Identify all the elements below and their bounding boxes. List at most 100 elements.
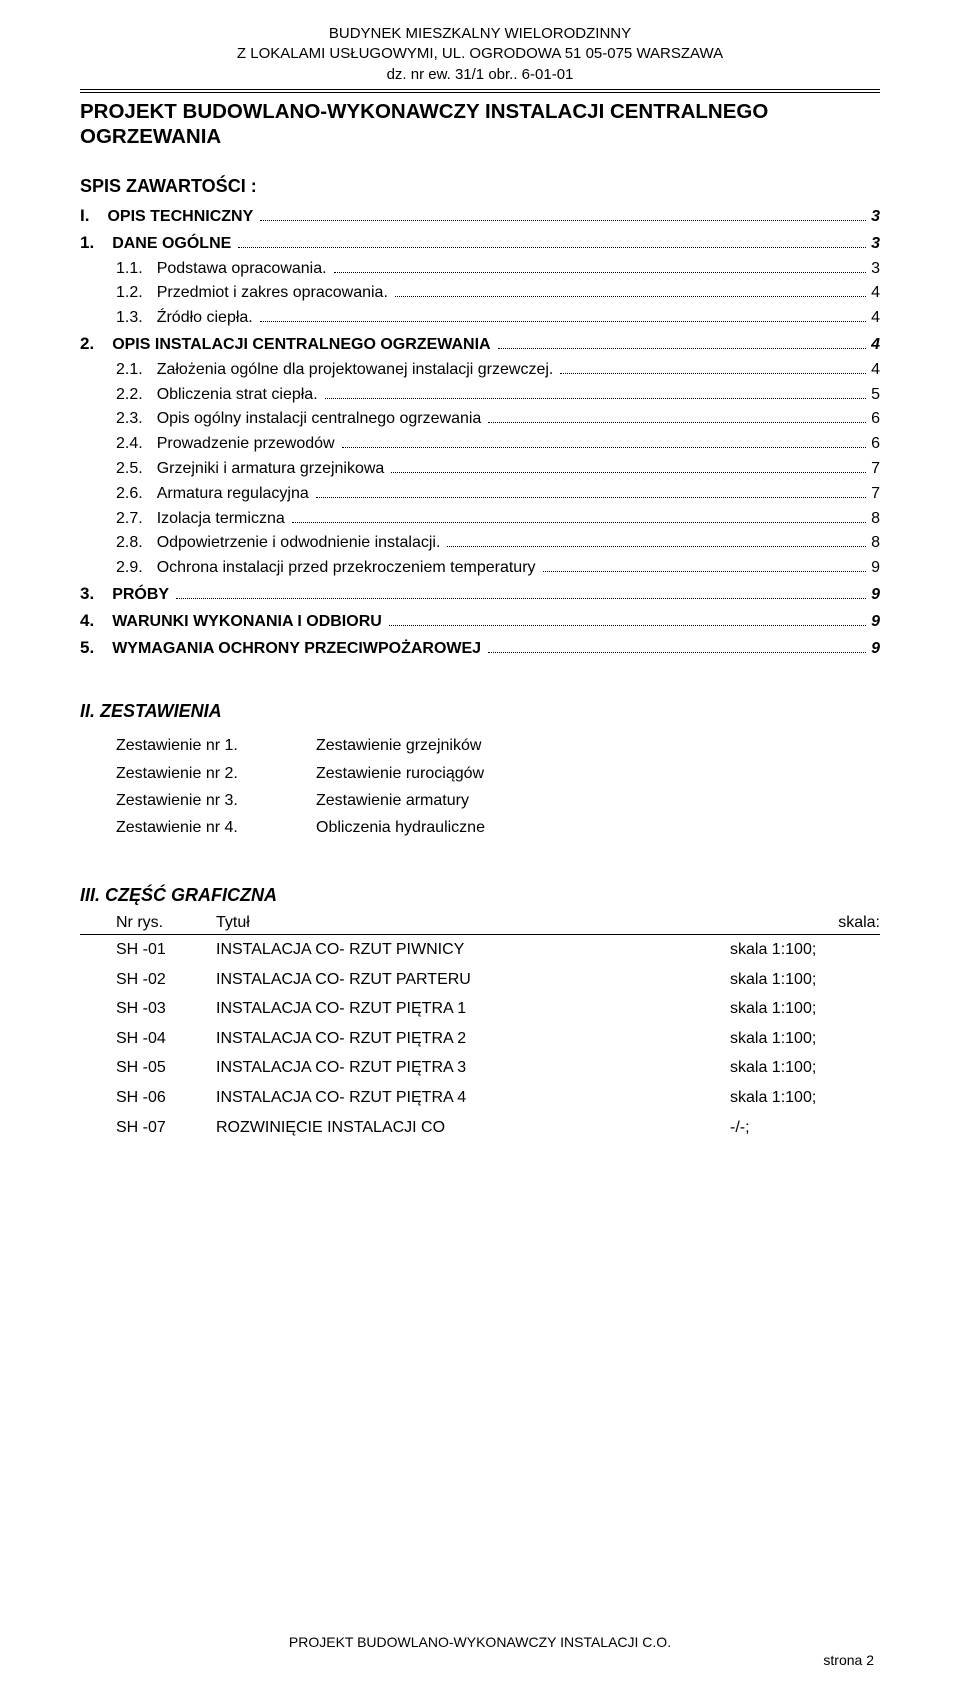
zestawienia-heading: II. ZESTAWIENIA — [80, 701, 880, 722]
toc-num: 1.2. — [116, 281, 157, 306]
toc-label: OPIS INSTALACJI CENTRALNEGO OGRZEWANIA — [112, 333, 494, 358]
graf-c3: skala 1:100; — [730, 994, 880, 1024]
header-line-3: dz. nr ew. 31/1 obr.. 6-01-01 — [80, 65, 880, 85]
zestawienie-desc: Zestawienie armatury — [316, 787, 469, 814]
toc-row: 2.1.Założenia ogólne dla projektowanej i… — [80, 358, 880, 383]
toc-row: 2.2.Obliczenia strat ciepła.5 — [80, 383, 880, 408]
toc-num: 2.7. — [116, 507, 157, 532]
toc-label: DANE OGÓLNE — [112, 232, 235, 257]
graf-c1: SH -04 — [116, 1024, 216, 1054]
toc-num: 2.6. — [116, 482, 157, 507]
zestawienie-desc: Zestawienie rurociągów — [316, 760, 484, 787]
spis-label: SPIS ZAWARTOŚCI : — [80, 176, 880, 197]
toc-num: 2.5. — [116, 457, 157, 482]
toc-label: Odpowietrzenie i odwodnienie instalacji. — [157, 531, 445, 556]
toc-num: 2.3. — [116, 407, 157, 432]
toc-leader-dots — [334, 272, 867, 273]
zestawienia-table: Zestawienie nr 1.Zestawienie grzejnikówZ… — [116, 732, 880, 841]
toc-label: Źródło ciepła. — [157, 306, 257, 331]
zestawienie-nr: Zestawienie nr 4. — [116, 814, 316, 841]
toc-leader-dots — [543, 571, 867, 572]
toc-page: 5 — [869, 383, 880, 408]
graficzna-row: SH -03INSTALACJA CO- RZUT PIĘTRA 1skala … — [116, 994, 880, 1024]
toc-label: OPIS TECHNICZNY — [107, 205, 257, 230]
toc-page: 3 — [869, 232, 880, 257]
toc-row: 2.8.Odpowietrzenie i odwodnienie instala… — [80, 531, 880, 556]
graf-c1: SH -03 — [116, 994, 216, 1024]
toc-page: 9 — [869, 583, 880, 608]
toc-label: Założenia ogólne dla projektowanej insta… — [157, 358, 558, 383]
main-title-line-1: PROJEKT BUDOWLANO-WYKONAWCZY INSTALACJI … — [80, 99, 880, 125]
toc-row: 2.4.Prowadzenie przewodów6 — [80, 432, 880, 457]
toc-page: 6 — [869, 407, 880, 432]
toc-num: 1.1. — [116, 257, 157, 282]
toc-label: WYMAGANIA OCHRONY PRZECIWPOŻAROWEJ — [112, 637, 485, 662]
toc-label: Podstawa opracowania. — [157, 257, 331, 282]
header-rule — [80, 89, 880, 93]
toc-leader-dots — [488, 422, 866, 423]
toc-num: 1.3. — [116, 306, 157, 331]
doc-header: BUDYNEK MIESZKALNY WIELORODZINNY Z LOKAL… — [80, 24, 880, 85]
graf-hdr-nr: Nr rys. — [116, 914, 216, 932]
table-of-contents: I.OPIS TECHNICZNY31.DANE OGÓLNE31.1.Pods… — [80, 203, 880, 661]
zestawienie-row: Zestawienie nr 3.Zestawienie armatury — [116, 787, 880, 814]
toc-label: Prowadzenie przewodów — [157, 432, 339, 457]
graf-c2: INSTALACJA CO- RZUT PIWNICY — [216, 935, 730, 965]
toc-leader-dots — [342, 447, 867, 448]
toc-label: Przedmiot i zakres opracowania. — [157, 281, 392, 306]
toc-num: 2.8. — [116, 531, 157, 556]
toc-label: WARUNKI WYKONANIA I ODBIORU — [112, 610, 386, 635]
graficzna-row: SH -02INSTALACJA CO- RZUT PARTERUskala 1… — [116, 965, 880, 995]
toc-row: 4.WARUNKI WYKONANIA I ODBIORU9 — [80, 608, 880, 635]
graficzna-row: SH -07ROZWINIĘCIE INSTALACJI CO-/-; — [116, 1113, 880, 1143]
toc-label: Ochrona instalacji przed przekroczeniem … — [157, 556, 540, 581]
graf-c3: skala 1:100; — [730, 1083, 880, 1113]
graf-hdr-skala: skala: — [770, 914, 880, 932]
toc-page: 8 — [869, 507, 880, 532]
toc-num: 2.2. — [116, 383, 157, 408]
page-footer: PROJEKT BUDOWLANO-WYKONAWCZY INSTALACJI … — [0, 1634, 960, 1668]
toc-leader-dots — [260, 220, 866, 221]
toc-label: Armatura regulacyjna — [157, 482, 313, 507]
graf-c2: ROZWINIĘCIE INSTALACJI CO — [216, 1113, 730, 1143]
graf-c2: INSTALACJA CO- RZUT PARTERU — [216, 965, 730, 995]
toc-num: 2.1. — [116, 358, 157, 383]
zestawienie-desc: Zestawienie grzejników — [316, 732, 481, 759]
toc-num: 2. — [80, 331, 112, 357]
toc-page: 3 — [869, 257, 880, 282]
toc-row: I.OPIS TECHNICZNY3 — [80, 203, 880, 230]
toc-page: 4 — [869, 333, 880, 358]
header-line-1: BUDYNEK MIESZKALNY WIELORODZINNY — [80, 24, 880, 44]
toc-label: Izolacja termiczna — [157, 507, 289, 532]
graf-c1: SH -06 — [116, 1083, 216, 1113]
toc-page: 6 — [869, 432, 880, 457]
toc-leader-dots — [488, 652, 866, 653]
graficzna-row: SH -01INSTALACJA CO- RZUT PIWNICYskala 1… — [116, 935, 880, 965]
graf-c2: INSTALACJA CO- RZUT PIĘTRA 3 — [216, 1053, 730, 1083]
toc-num: 5. — [80, 635, 112, 661]
toc-row: 3.PRÓBY9 — [80, 581, 880, 608]
graf-c1: SH -07 — [116, 1113, 216, 1143]
graf-c3: skala 1:100; — [730, 935, 880, 965]
graf-c2: INSTALACJA CO- RZUT PIĘTRA 4 — [216, 1083, 730, 1113]
toc-page: 8 — [869, 531, 880, 556]
graficzna-table: SH -01INSTALACJA CO- RZUT PIWNICYskala 1… — [80, 935, 880, 1142]
footer-line: PROJEKT BUDOWLANO-WYKONAWCZY INSTALACJI … — [0, 1634, 960, 1650]
toc-row: 2.3.Opis ogólny instalacji centralnego o… — [80, 407, 880, 432]
toc-leader-dots — [238, 247, 866, 248]
toc-label: PRÓBY — [112, 583, 173, 608]
toc-leader-dots — [316, 497, 866, 498]
toc-row: 5.WYMAGANIA OCHRONY PRZECIWPOŻAROWEJ9 — [80, 635, 880, 662]
toc-row: 1.3.Źródło ciepła. 4 — [80, 306, 880, 331]
toc-leader-dots — [325, 398, 866, 399]
toc-page: 7 — [869, 482, 880, 507]
zestawienie-nr: Zestawienie nr 3. — [116, 787, 316, 814]
toc-leader-dots — [391, 472, 866, 473]
toc-row: 1.1.Podstawa opracowania. 3 — [80, 257, 880, 282]
graf-hdr-tytul: Tytuł — [216, 914, 770, 932]
toc-leader-dots — [260, 321, 866, 322]
toc-row: 2.OPIS INSTALACJI CENTRALNEGO OGRZEWANIA… — [80, 331, 880, 358]
toc-page: 4 — [869, 306, 880, 331]
zestawienie-desc: Obliczenia hydrauliczne — [316, 814, 485, 841]
toc-leader-dots — [176, 598, 866, 599]
